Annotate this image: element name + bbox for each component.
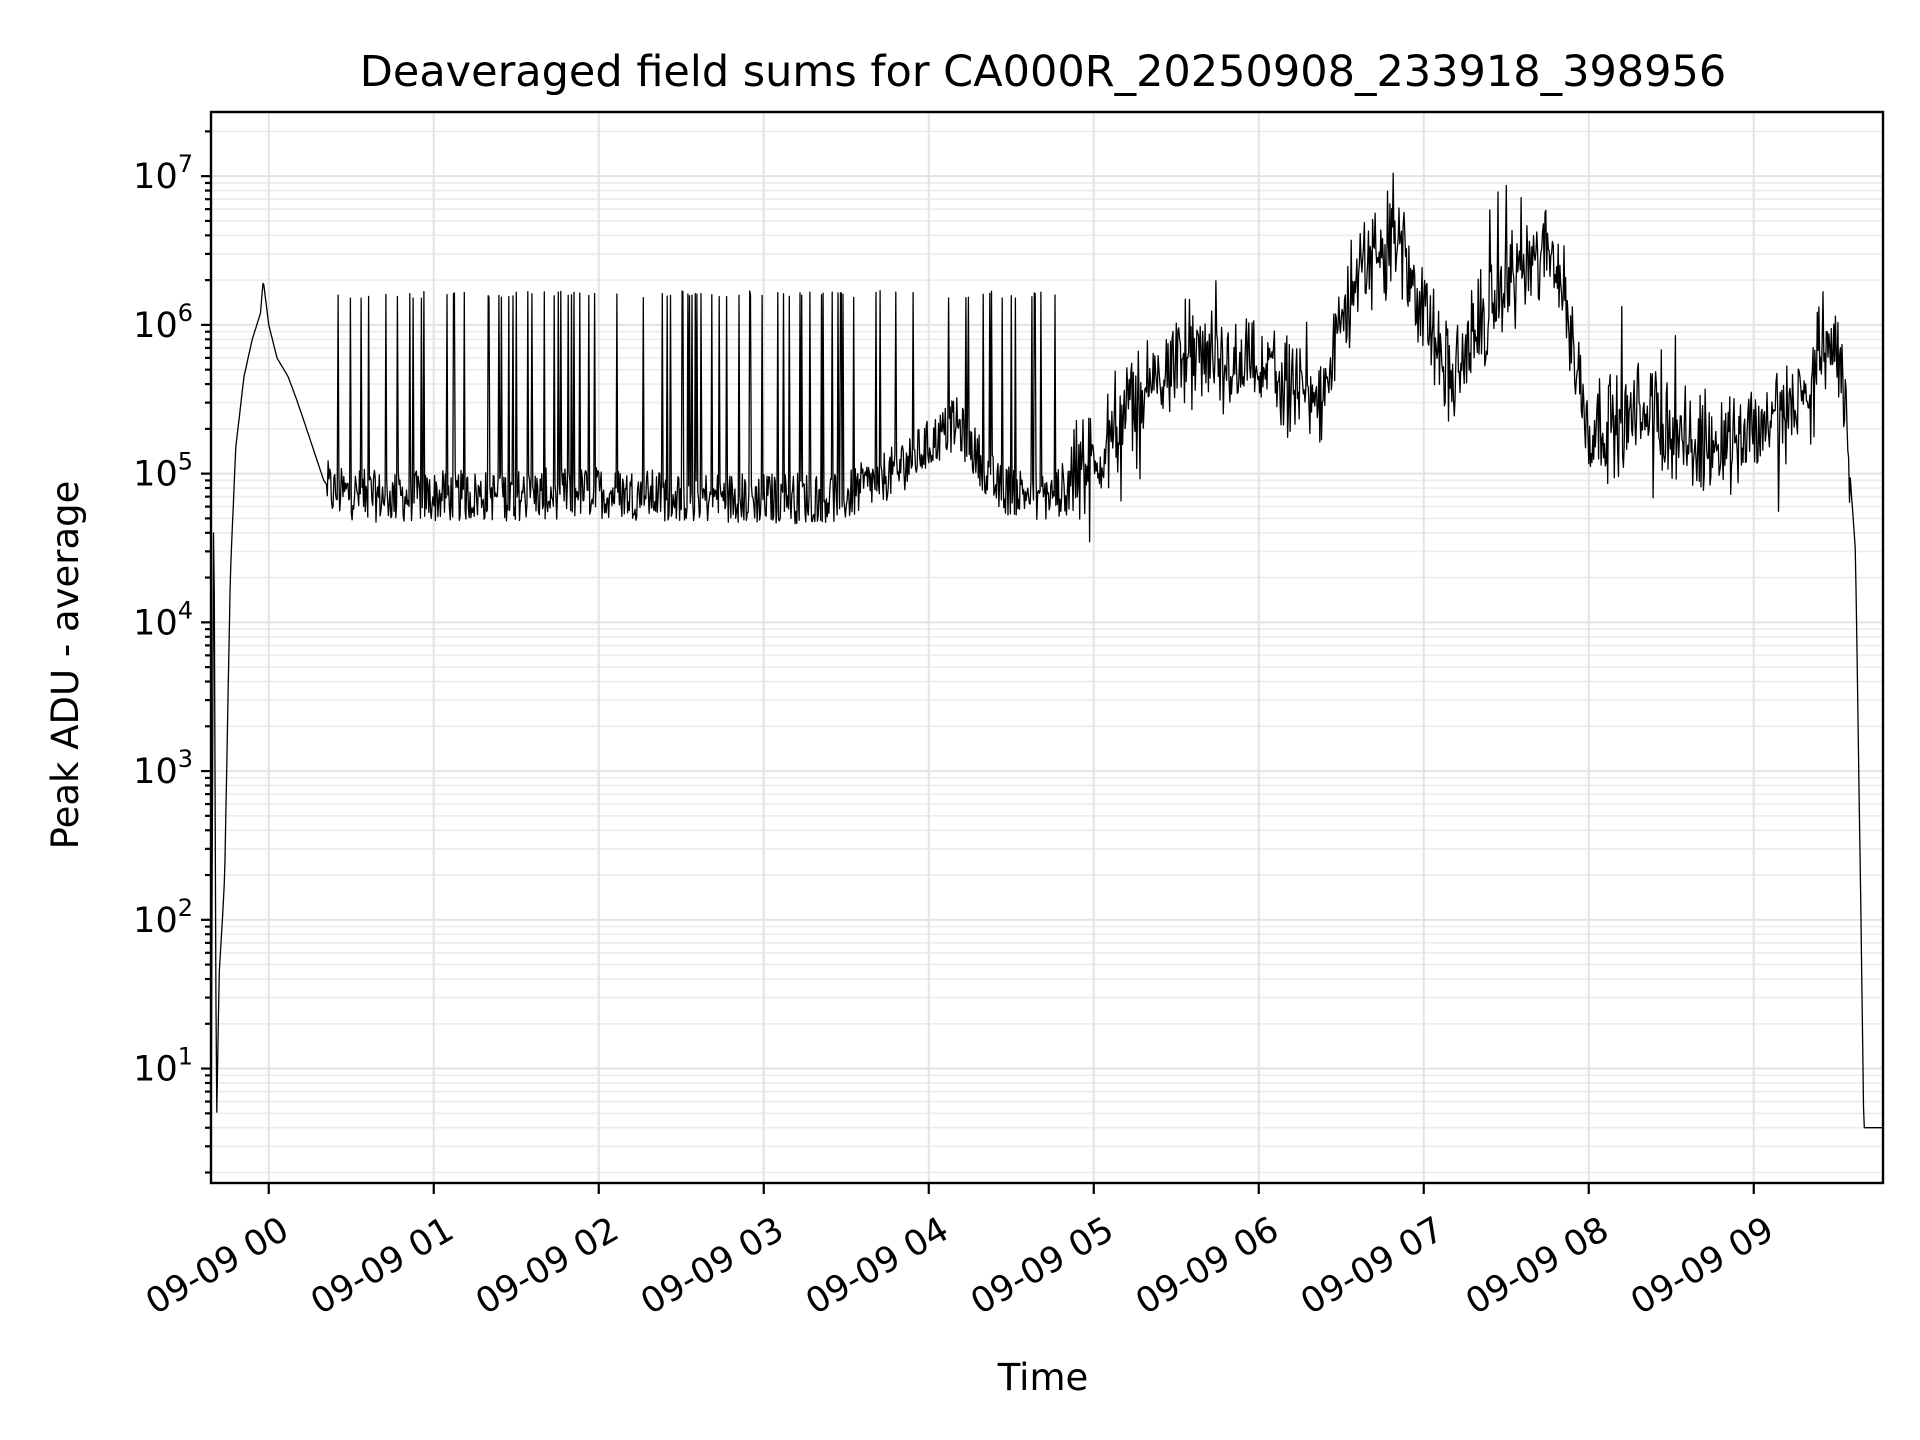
plot-frame	[209, 110, 1885, 1185]
x-axis: 09-09 00 09-09 01 09-09 02 09-09 03 09-09 04…	[139, 1183, 1781, 1323]
x-tick-label: 09-09 05	[964, 1210, 1120, 1323]
y-tick-label: 104	[133, 596, 193, 643]
x-tick-label: 09-09 08	[1459, 1210, 1615, 1323]
x-tick-label: 09-09 02	[469, 1210, 625, 1323]
y-tick-base: 10	[133, 306, 178, 346]
y-tick-label: 101	[133, 1043, 193, 1090]
y-tick-exponent: 2	[178, 894, 193, 922]
y-tick-label: 105	[133, 448, 193, 495]
y-tick-base: 10	[133, 901, 178, 941]
y-tick-exponent: 7	[178, 150, 193, 178]
y-tick-exponent: 4	[178, 596, 193, 624]
y-axis-label: Peak ADU - average	[44, 481, 87, 850]
grid	[211, 112, 1883, 1183]
x-tick-label: 09-09 03	[634, 1210, 790, 1323]
y-tick-exponent: 1	[178, 1043, 193, 1071]
y-tick-exponent: 6	[178, 299, 193, 327]
y-tick-label: 103	[133, 745, 193, 792]
x-tick-label: 09-09 06	[1129, 1210, 1285, 1323]
x-axis-label: Time	[997, 1356, 1089, 1399]
y-tick-base: 10	[133, 752, 178, 792]
series-line	[210, 172, 1883, 1173]
y-tick-base: 10	[133, 603, 178, 643]
y-tick-exponent: 5	[178, 448, 193, 476]
x-tick-label: 09-09 04	[799, 1210, 955, 1323]
y-tick-base: 10	[133, 157, 178, 197]
y-tick-label: 107	[133, 150, 193, 197]
x-tick-label: 09-09 00	[139, 1210, 295, 1323]
x-tick-label: 09-09 01	[304, 1210, 460, 1323]
y-tick-base: 10	[133, 1050, 178, 1090]
chart-title: Deaveraged field sums for CA000R_2025090…	[360, 47, 1726, 97]
y-tick-base: 10	[133, 455, 178, 495]
x-tick-label: 09-09 09	[1624, 1210, 1780, 1323]
y-tick-label: 102	[133, 894, 193, 941]
x-tick-label: 09-09 07	[1294, 1210, 1450, 1323]
y-tick-exponent: 3	[178, 745, 193, 773]
y-tick-label: 106	[133, 299, 193, 346]
